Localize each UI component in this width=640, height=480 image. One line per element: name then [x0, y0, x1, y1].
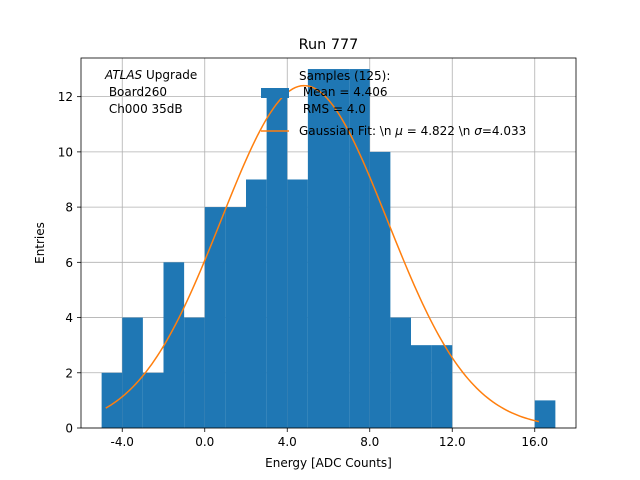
x-tick-label: -4.0 [111, 435, 134, 449]
upgrade-label: Upgrade [142, 68, 197, 82]
legend: Samples (125): Mean = 4.406 RMS = 4.0 Ga… [261, 69, 526, 138]
y-axis-ticks: 0 2 4 6 8 10 12 [58, 90, 81, 436]
board-label: Board260 [105, 85, 167, 99]
histogram-bars [101, 69, 556, 429]
histogram-bar [122, 317, 143, 428]
histogram-bar [307, 69, 329, 429]
histogram-bar [163, 262, 185, 428]
gaussian-fit-curve [105, 84, 540, 423]
histogram-bar [328, 69, 350, 429]
histogram-bar [534, 400, 556, 428]
x-tick-label: 16.0 [521, 435, 548, 449]
histogram-bar [101, 372, 123, 428]
histogram-bar [204, 207, 226, 428]
y-tick-label: 10 [58, 145, 73, 159]
y-tick-label: 12 [58, 90, 73, 104]
histogram-bar [184, 317, 205, 428]
x-tick-label: 12.0 [439, 435, 466, 449]
y-tick-label: 8 [65, 201, 73, 215]
x-axis-ticks: -4.0 0.0 4.0 8.0 12.0 16.0 [111, 428, 548, 449]
histogram-bar [142, 372, 164, 428]
atlas-label: ATLAS [104, 68, 143, 82]
atlas-annotation: ATLAS Upgrade Board260 Ch000 35dB [104, 68, 197, 116]
histogram-bar [369, 151, 391, 428]
y-tick-label: 4 [65, 311, 73, 325]
x-tick-label: 0.0 [195, 435, 214, 449]
legend-samples-label: Samples (125): [299, 69, 390, 83]
histogram-bar [431, 345, 453, 428]
histogram-bar [266, 96, 288, 429]
channel-label: Ch000 35dB [105, 102, 183, 116]
histogram-bar [390, 317, 411, 428]
histogram-bar [411, 345, 432, 428]
histogram-bar [246, 179, 267, 428]
plot-frame [80, 57, 577, 429]
chart-title: Run 777 [299, 37, 359, 53]
legend-rms-label: RMS = 4.0 [299, 102, 366, 116]
histogram-bar [287, 179, 308, 428]
x-tick-label: 4.0 [278, 435, 297, 449]
y-tick-label: 0 [65, 422, 73, 436]
svg-text:ATLAS Upgrade: ATLAS Upgrade [104, 68, 197, 82]
x-tick-label: 8.0 [360, 435, 379, 449]
histogram-bar [349, 69, 370, 429]
legend-mean-label: Mean = 4.406 [299, 85, 388, 99]
legend-fit-label: Gaussian Fit: \n μ = 4.822 \n σ=4.033 [299, 124, 526, 138]
x-axis-label: Energy [ADC Counts] [265, 456, 392, 470]
y-axis-label: Entries [33, 222, 47, 264]
legend-histogram-swatch [261, 88, 289, 98]
y-tick-label: 6 [65, 256, 73, 270]
histogram-bar [225, 207, 246, 428]
y-tick-label: 2 [65, 366, 73, 380]
